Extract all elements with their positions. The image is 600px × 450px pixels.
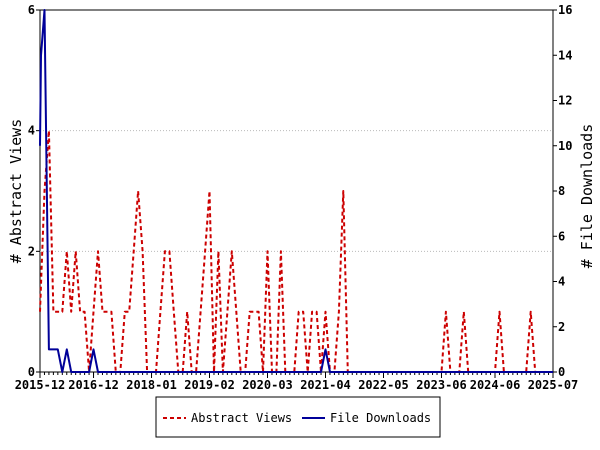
legend-label-abstract-views: Abstract Views (191, 411, 292, 425)
left-tick-label: 2 (28, 244, 35, 258)
x-tick-label: 2022-05 (358, 378, 409, 392)
x-tick-label: 2024-06 (470, 378, 521, 392)
x-tick-label: 2021-04 (300, 378, 351, 392)
right-tick-label: 4 (558, 275, 565, 289)
right-tick-label: 8 (558, 184, 565, 198)
left-tick-label: 6 (28, 3, 35, 17)
legend-box (155, 396, 441, 438)
left-axis: 0 2 4 6 (28, 3, 40, 379)
x-tick-label: 2018-01 (126, 378, 177, 392)
right-tick-label: 2 (558, 320, 565, 334)
x-axis: 2015-12 2016-12 2018-01 2019-02 2020-03 2021-… (15, 372, 579, 392)
right-axis-title: # File Downloads (578, 124, 596, 269)
right-tick-label: 0 (558, 365, 565, 379)
series-line-file-downloads (39, 9, 553, 373)
plot-area (39, 9, 554, 373)
right-tick-label: 12 (558, 94, 572, 108)
x-tick-label: 2023-06 (416, 378, 467, 392)
left-tick-label: 4 (28, 124, 35, 138)
x-tick-label: 2015-12 (15, 378, 66, 392)
right-tick-label: 6 (558, 229, 565, 243)
x-tick-label: 2016-12 (68, 378, 119, 392)
x-tick-label: 2025-07 (528, 378, 579, 392)
right-tick-label: 10 (558, 139, 572, 153)
legend-label-file-downloads: File Downloads (330, 411, 431, 425)
x-tick-label: 2020-03 (242, 378, 293, 392)
series (39, 9, 553, 373)
legend: Abstract Views File Downloads (155, 396, 441, 438)
left-tick-label: 0 (28, 365, 35, 379)
x-tick-label: 2019-02 (184, 378, 235, 392)
left-axis-title: # Abstract Views (7, 119, 25, 264)
right-tick-label: 14 (558, 48, 572, 62)
right-axis: 0 2 4 6 8 10 12 14 16 (553, 3, 572, 379)
right-tick-label: 16 (558, 3, 572, 17)
